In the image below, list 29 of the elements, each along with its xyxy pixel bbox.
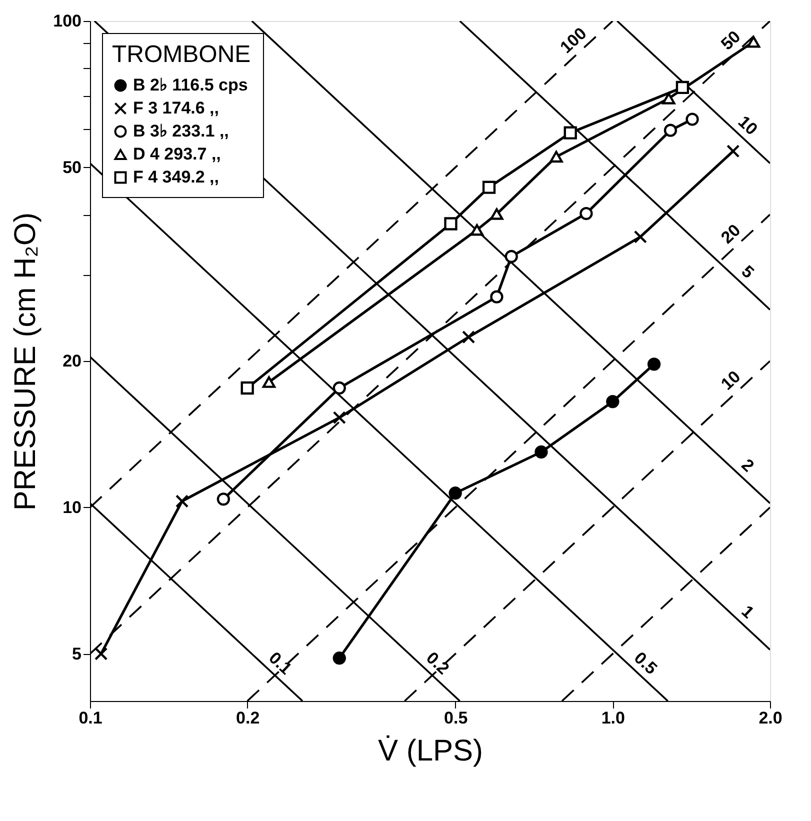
x-axis-title: V̇ (LPS) xyxy=(378,734,484,768)
x-tick-label: 0.2 xyxy=(236,708,260,728)
text: 5 xyxy=(738,262,758,282)
y-tick-label: 5 xyxy=(72,644,82,664)
x-tick-label: 0.5 xyxy=(444,708,468,728)
legend-label: B 2♭ 116.5 cps xyxy=(133,76,248,94)
x-tick-label: 0.1 xyxy=(78,708,102,728)
y-axis-title: PRESSURE (cm H₂O) xyxy=(9,212,42,511)
legend-label: F 3 174.6 ,, xyxy=(133,98,219,118)
text: 10 xyxy=(717,367,744,394)
text: 0.5 xyxy=(630,648,661,678)
text: 0.2 xyxy=(422,648,453,678)
text: 20 xyxy=(717,220,744,248)
text: 0.1 xyxy=(265,648,296,678)
legend-title: TROMBONE xyxy=(112,41,251,68)
y-tick-label: 10 xyxy=(62,498,82,517)
y-tick-label: 20 xyxy=(62,352,82,370)
y-tick-label: 50 xyxy=(62,158,82,177)
text: 1 xyxy=(738,602,758,622)
x-tick-label: 1.0 xyxy=(601,708,625,728)
legend-label: B 3♭ 233.1 ,, xyxy=(133,122,229,140)
legend-label: F 4 349.2 ,, xyxy=(133,168,219,186)
y-tick-label: 100 xyxy=(53,12,82,30)
x-tick-label: 2.0 xyxy=(758,708,782,728)
text: 100 xyxy=(556,24,590,58)
text: 2 xyxy=(738,455,758,476)
text: 10 xyxy=(734,112,762,139)
legend-label: D 4 293.7 ,, xyxy=(133,144,221,164)
text: 50 xyxy=(717,27,744,54)
